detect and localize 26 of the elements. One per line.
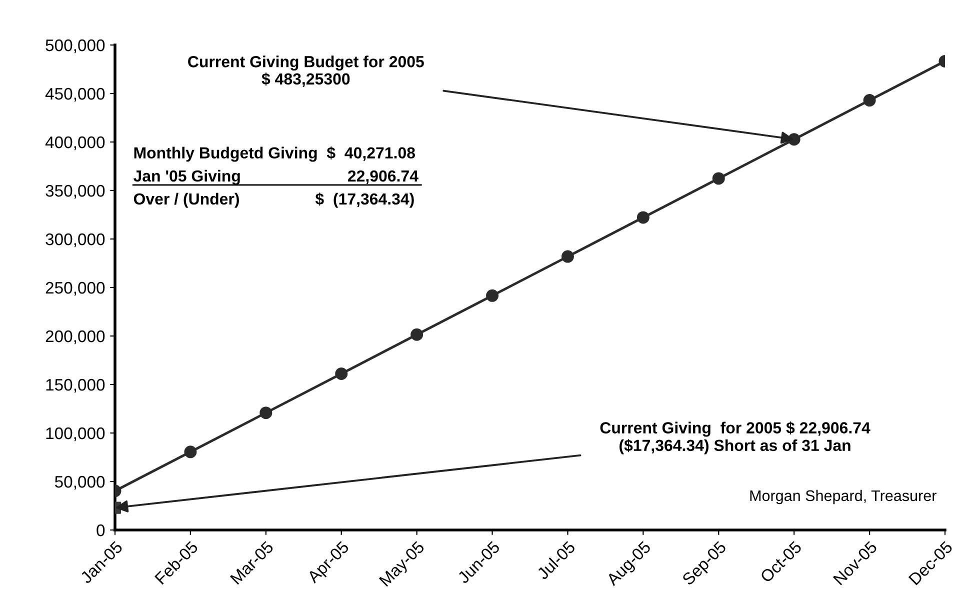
- point: [712, 172, 725, 185]
- annotation: Morgan Shepard, Treasurer: [750, 490, 936, 504]
- y-tick-label: 150,000: [46, 378, 105, 393]
- point: [184, 446, 197, 458]
- y-tick-label: 300,000: [46, 233, 105, 248]
- point: [636, 211, 650, 224]
- y-tick-label: 250,000: [46, 282, 105, 296]
- y-tick-label: 200,000: [46, 330, 105, 344]
- point: [410, 328, 424, 341]
- annotation: Jan '05 Giving 22,906.74: [134, 170, 418, 185]
- y-tick-label: 50,000: [54, 476, 105, 490]
- point: [260, 406, 272, 420]
- annotation: Over / (Under) $ (17,364.34): [134, 192, 414, 208]
- y-tick-label: 400,000: [45, 136, 105, 150]
- y-tick-label: 350,000: [46, 184, 105, 199]
- y-tick-label: 500,000: [46, 39, 105, 54]
- annotation: Monthly Budgetd Giving $ 40,271.08: [134, 146, 416, 162]
- point: [335, 367, 348, 380]
- point: [863, 94, 876, 107]
- point: [486, 289, 499, 302]
- point: [561, 250, 574, 263]
- annotation: Current Giving Budget for 2005 $ 483,25300: [188, 56, 424, 87]
- annotation: Current Giving for 2005 $ 22,906.74 ($17,364.34) Short as of 31 Jan: [600, 421, 870, 454]
- y-tick-label: 0: [96, 524, 105, 536]
- y-tick-label: 100,000: [46, 427, 105, 442]
- y-tick-label: 450,000: [45, 88, 105, 102]
